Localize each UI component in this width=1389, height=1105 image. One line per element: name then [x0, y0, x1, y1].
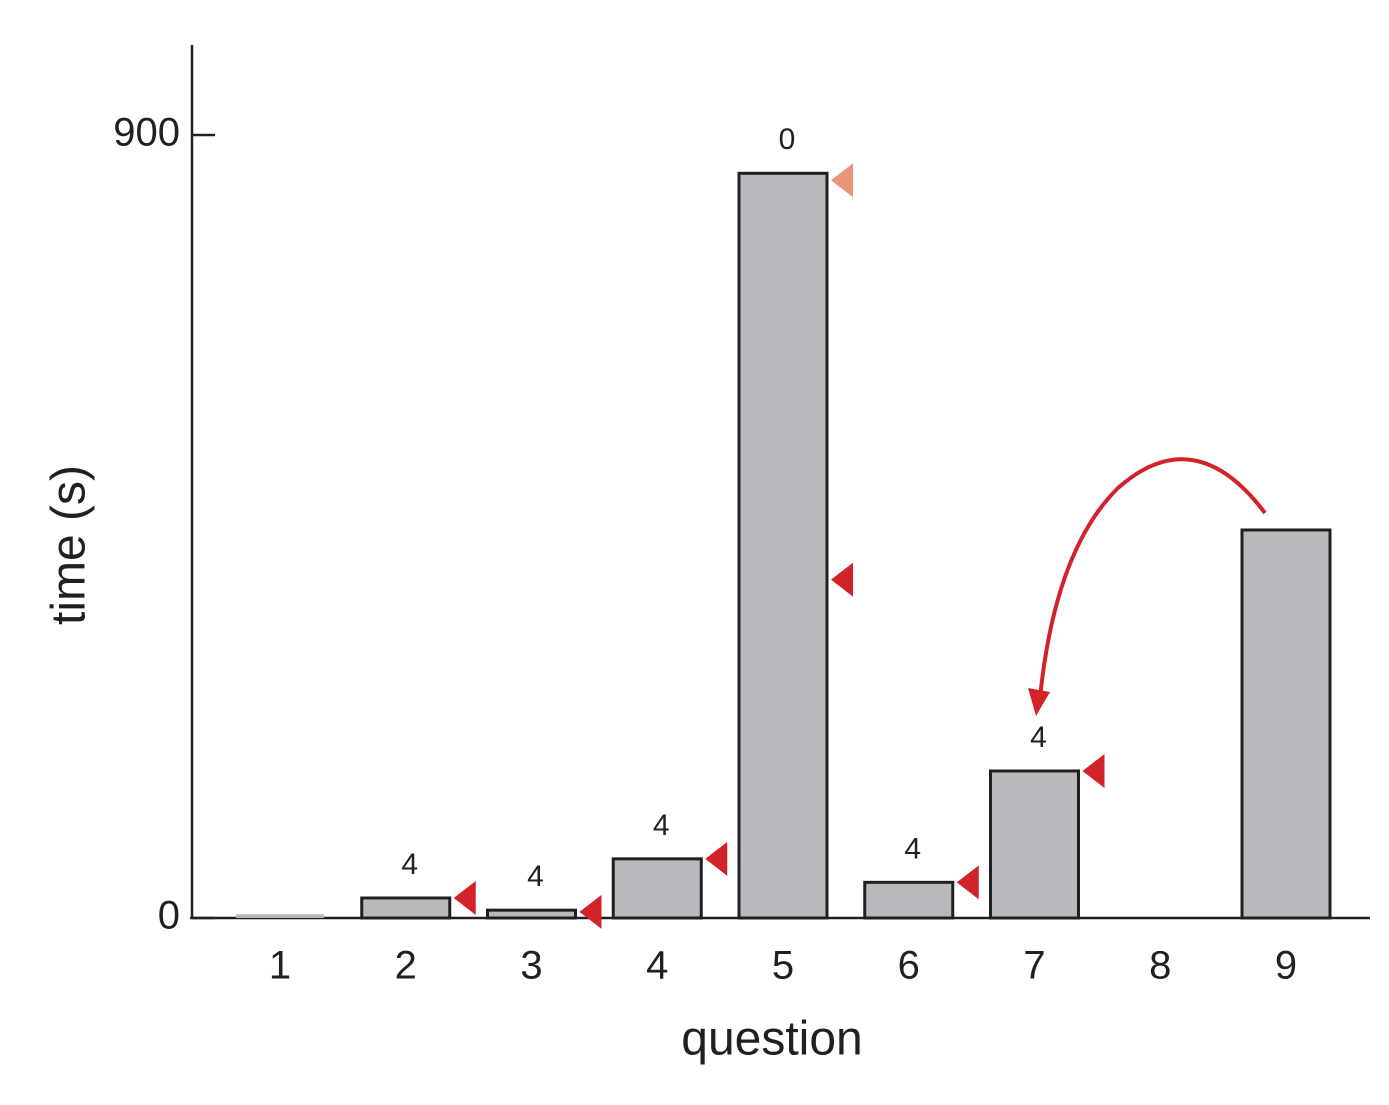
marker: [831, 163, 853, 198]
bar-label: 4: [904, 832, 921, 865]
y-tick-label: 900: [113, 111, 180, 155]
x-tick-label: 1: [269, 944, 291, 988]
marker: [1082, 753, 1105, 788]
bar-label: 4: [401, 848, 418, 881]
x-tick-label: 8: [1149, 944, 1171, 988]
marker: [831, 562, 853, 597]
x-tick-label: 2: [395, 944, 417, 988]
bar: [486, 908, 577, 920]
bar-label: 0: [779, 123, 796, 156]
marker: [705, 841, 728, 876]
arrow-head: [1028, 688, 1050, 716]
marker: [579, 894, 602, 929]
bar: [863, 880, 955, 920]
bar: [989, 769, 1080, 920]
x-tick-label: 9: [1275, 944, 1297, 988]
y-tick-label: 0: [158, 894, 180, 938]
x-axis-title: question: [681, 1013, 862, 1066]
marker: [453, 880, 476, 915]
bar: [611, 857, 703, 920]
bar: [1240, 528, 1332, 920]
x-tick-label: 7: [1023, 944, 1045, 988]
bar-label: 4: [527, 860, 544, 893]
x-tick-label: 4: [646, 944, 668, 988]
marker: [956, 865, 979, 900]
x-tick-label: 5: [772, 944, 794, 988]
bar-label: 4: [653, 809, 670, 842]
bar-label: 4: [1030, 721, 1047, 754]
x-tick-label: 6: [898, 944, 920, 988]
bar: [360, 896, 452, 920]
bar: [737, 171, 829, 920]
arrow: [1038, 457, 1267, 699]
x-tick-label: 3: [520, 944, 542, 988]
bar: [236, 914, 324, 918]
y-axis-title: time (s): [43, 465, 96, 625]
